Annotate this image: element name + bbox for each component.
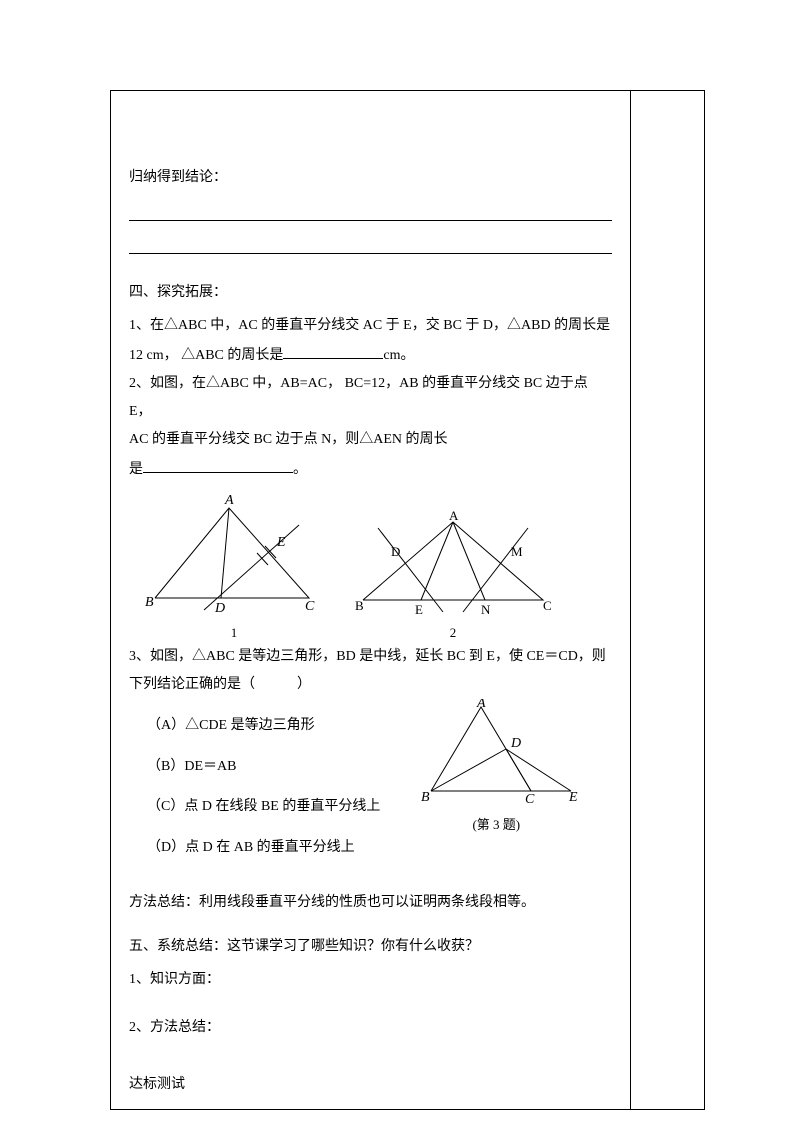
q1-unit: cm。 bbox=[383, 348, 414, 363]
fig2-label-C: C bbox=[543, 598, 552, 613]
fig2-caption: 2 bbox=[343, 625, 563, 641]
q2-line-c: 是。 bbox=[129, 454, 612, 484]
layout-table: 归纳得到结论： 四、探究拓展： 1、在△ABC 中，AC 的垂直平分线交 AC … bbox=[110, 90, 705, 1110]
side-cell bbox=[631, 91, 705, 1110]
section5-item1: 1、知识方面： bbox=[129, 967, 612, 994]
q3-line-b: 下列结论正确的是（ ） bbox=[129, 671, 612, 699]
fig2-label-A: A bbox=[449, 510, 459, 523]
fig1-label-D: D bbox=[214, 601, 225, 616]
fig1-caption: 1 bbox=[139, 625, 329, 641]
blank-line-2 bbox=[129, 231, 612, 254]
q2-line-b: AC 的垂直平分线交 BC 边于点 N，则△AEN 的周长 bbox=[129, 426, 612, 454]
fig2-label-E: E bbox=[415, 602, 423, 617]
q1-line-b: 12 cm， △ABC 的周长是 cm。 bbox=[129, 340, 612, 370]
q2-blank bbox=[143, 454, 293, 473]
q1-blank bbox=[283, 340, 383, 359]
method-summary: 方法总结：利用线段垂直平分线的性质也可以证明两条线段相等。 bbox=[129, 890, 612, 917]
section5-heading: 五、系统总结：这节课学习了哪些知识？你有什么收获？ bbox=[129, 934, 612, 961]
q3-option-b: （B）DE＝AB bbox=[147, 754, 380, 781]
q1-line-a: 1、在△ABC 中，AC 的垂直平分线交 AC 于 E，交 BC 于 D，△AB… bbox=[129, 312, 612, 340]
fig3-label-C: C bbox=[525, 792, 535, 807]
fig3-label-D: D bbox=[510, 736, 521, 751]
figure-1-svg: A B C D E bbox=[139, 490, 329, 620]
q2-period: 。 bbox=[293, 462, 307, 477]
fig2-label-N: N bbox=[481, 602, 491, 617]
q3-option-c: （C）点 D 在线段 BE 的垂直平分线上 bbox=[147, 794, 380, 821]
q3-option-d: （D）点 D 在 AB 的垂直平分线上 bbox=[147, 835, 380, 862]
q3-option-a: （A）△CDE 是等边三角形 bbox=[147, 713, 380, 740]
figure-2-svg: A B C D M E N bbox=[343, 510, 563, 620]
section4-heading: 四、探究拓展： bbox=[129, 280, 612, 307]
q3-line-a: 3、如图，△ABC 是等边三角形，BD 是中线，延长 BC 到 E，使 CE＝C… bbox=[129, 643, 612, 671]
figure-3: A B C D E (第 3 题) bbox=[380, 699, 612, 833]
fig3-label-E: E bbox=[568, 790, 578, 805]
q1-text-a: 1、在△ABC 中，AC 的垂直平分线交 AC 于 E，交 BC 于 D，△AB… bbox=[129, 318, 610, 333]
q3-options: （A）△CDE 是等边三角形 （B）DE＝AB （C）点 D 在线段 BE 的垂… bbox=[129, 699, 380, 875]
fig1-label-E: E bbox=[276, 535, 286, 550]
fig2-label-M: M bbox=[511, 544, 523, 559]
fig3-caption: (第 3 题) bbox=[380, 814, 612, 833]
final-heading: 达标测试 bbox=[129, 1072, 612, 1099]
q2-line-a: 2、如图，在△ABC 中，AB=AC， BC=12，AB 的垂直平分线交 BC … bbox=[129, 370, 612, 426]
fig1-label-A: A bbox=[224, 493, 234, 508]
induction-label: 归纳得到结论： bbox=[129, 165, 612, 192]
page: 归纳得到结论： 四、探究拓展： 1、在△ABC 中，AC 的垂直平分线交 AC … bbox=[0, 0, 793, 1122]
fig2-label-D: D bbox=[391, 544, 400, 559]
fig2-label-B: B bbox=[355, 598, 364, 613]
figure-2: A B C D M E N 2 bbox=[343, 510, 563, 641]
q3-row: （A）△CDE 是等边三角形 （B）DE＝AB （C）点 D 在线段 BE 的垂… bbox=[129, 699, 612, 875]
q1-text-b: 12 cm， △ABC 的周长是 bbox=[129, 348, 283, 363]
main-content-cell: 归纳得到结论： 四、探究拓展： 1、在△ABC 中，AC 的垂直平分线交 AC … bbox=[111, 91, 631, 1110]
figure-1: A B C D E 1 bbox=[139, 490, 329, 641]
fig3-label-B: B bbox=[421, 790, 430, 805]
fig1-label-B: B bbox=[145, 595, 154, 610]
blank-line-1 bbox=[129, 198, 612, 221]
fig3-label-A: A bbox=[476, 699, 486, 711]
section5-item2: 2、方法总结： bbox=[129, 1015, 612, 1042]
q2-text-c: 是 bbox=[129, 462, 143, 477]
figure-3-svg: A B C D E bbox=[411, 699, 581, 809]
figure-row: A B C D E 1 bbox=[139, 490, 612, 641]
fig1-label-C: C bbox=[305, 599, 315, 614]
